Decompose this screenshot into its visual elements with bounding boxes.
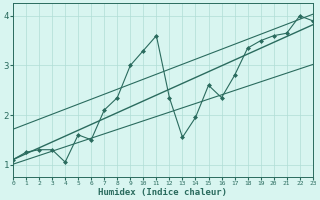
X-axis label: Humidex (Indice chaleur): Humidex (Indice chaleur): [98, 188, 228, 197]
